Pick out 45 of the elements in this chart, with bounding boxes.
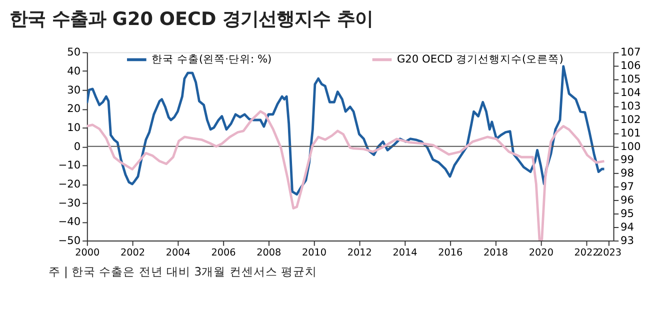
y-tick-label: −50 [58, 234, 81, 247]
y-tick-label: 20 [67, 102, 81, 116]
y2-tick-label: 96 [620, 194, 634, 207]
x-tick-label: 2008 [256, 248, 282, 259]
y-tick-label: 40 [67, 64, 81, 78]
y-tick-label: −10 [58, 158, 81, 172]
y-tick-label: 30 [67, 83, 81, 96]
y2-tick-label: 94 [620, 220, 634, 234]
y2-tick-label: 102 [620, 112, 641, 126]
x-tick-label: 2023 [596, 248, 622, 259]
legend-label: G20 OECD 경기선행지수(오른쪽) [396, 52, 564, 66]
y2-tick-label: 95 [620, 207, 634, 220]
text: 주 | 한국 수출은 전년 대비 3개월 컨센서스 평균치 [48, 264, 318, 278]
x-tick-label: 2002 [120, 248, 146, 259]
legend-label: 한국 수출(왼쪽·단위: %) [152, 52, 272, 66]
x-tick-label: 2012 [347, 248, 372, 259]
x-tick-label: 2018 [484, 248, 508, 259]
x-tick-label: 2022 [574, 248, 599, 259]
x-tick-label: 2014 [392, 248, 418, 259]
y-tick-label: −30 [58, 196, 81, 210]
x-tick-label: 2016 [438, 248, 463, 259]
y2-tick-label: 105 [620, 72, 641, 86]
x-tick-label: 2000 [75, 248, 100, 259]
y2-tick-label: 98 [620, 166, 634, 180]
x-tick-label: 2020 [528, 248, 554, 259]
y2-tick-label: 104 [620, 86, 642, 99]
y-tick-label: 10 [67, 120, 81, 134]
y2-tick-label: 93 [620, 234, 634, 247]
y2-tick-label: 101 [620, 126, 641, 140]
x-tick-label: 2010 [302, 248, 327, 259]
y-tick-label: 0 [74, 140, 81, 153]
y2-tick-label: 99 [620, 153, 634, 166]
y-tick-label: 50 [67, 46, 81, 59]
y-tick-label: −20 [58, 177, 81, 190]
line-series [86, 65, 606, 196]
x-tick-label: 2004 [166, 248, 190, 259]
chart-title: 한국 수출과 G20 OECD 경기선행지수 추이 [10, 9, 373, 30]
x-tick-label: 2006 [211, 248, 236, 259]
y-tick-label: −40 [58, 215, 81, 228]
line-series [86, 110, 606, 241]
y2-tick-label: 107 [620, 46, 641, 59]
y2-tick-label: 100 [620, 140, 642, 153]
y2-tick-label: 106 [620, 59, 642, 72]
y2-tick-label: 103 [620, 99, 641, 112]
y2-tick-label: 97 [620, 180, 634, 194]
